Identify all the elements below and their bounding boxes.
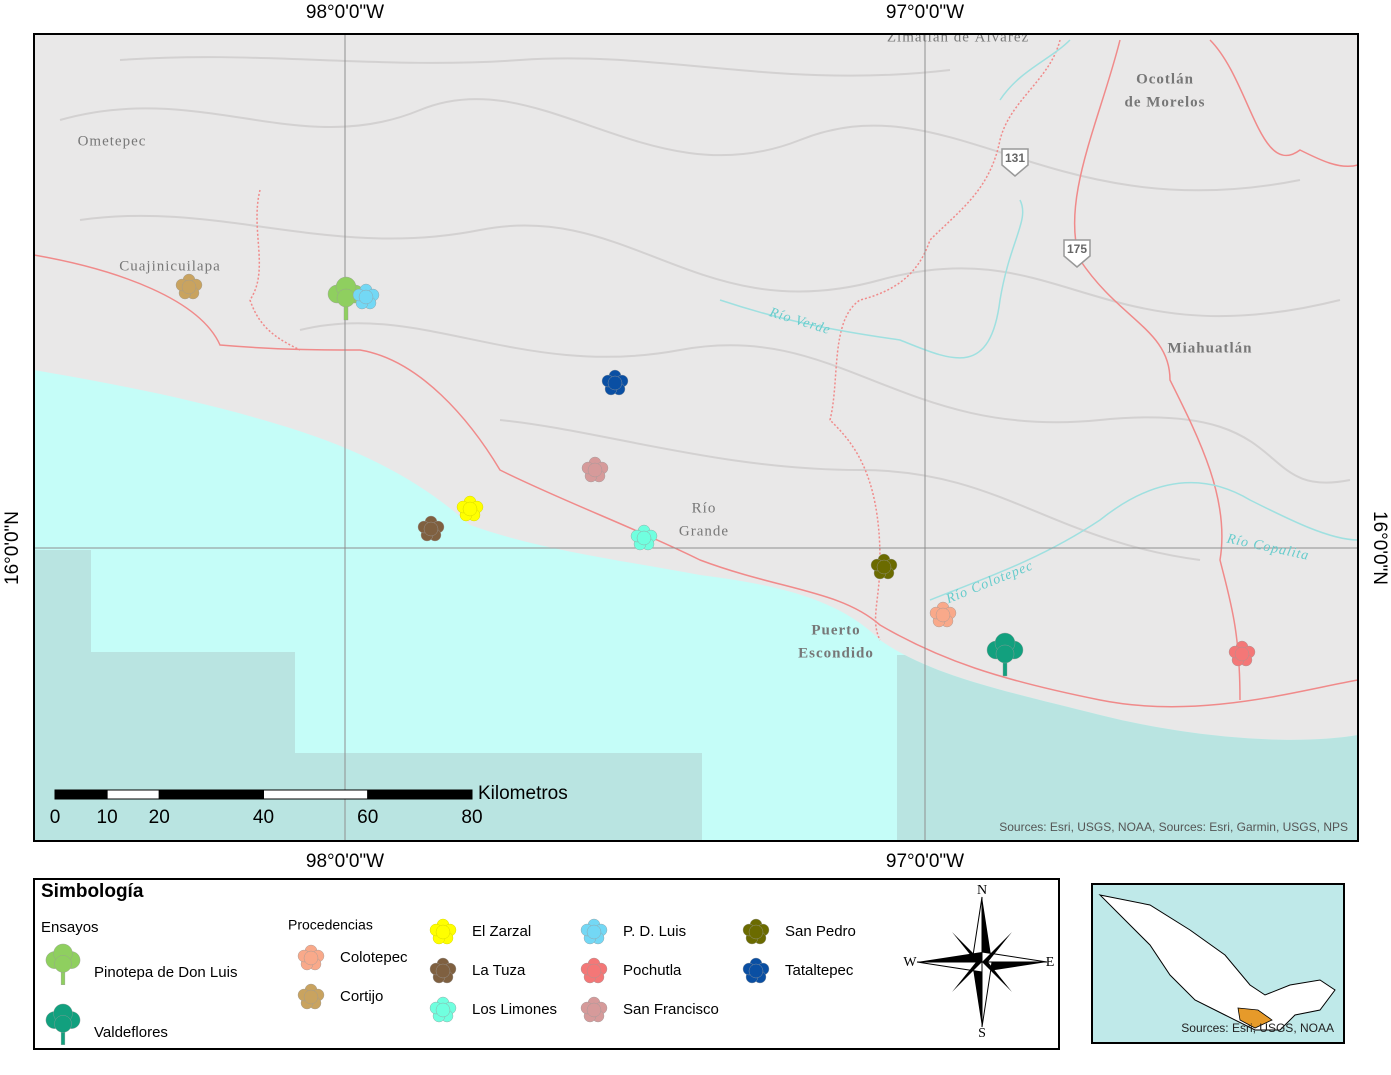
arrow-point	[972, 962, 982, 1027]
scale-tick-label: 80	[461, 807, 482, 828]
graticule-label: 98°0'0"W	[306, 2, 384, 23]
place-label: de Morelos	[1125, 94, 1206, 110]
place-label: Río	[692, 500, 717, 516]
scale-tick-label: 0	[50, 807, 61, 828]
scale-segment	[106, 789, 160, 800]
legend-provenance-label: El Zarzal	[472, 923, 531, 940]
compass-e: E	[1046, 955, 1055, 970]
place-label: Escondido	[798, 645, 874, 661]
map-sources: Sources: Esri, USGS, NOAA, Sources: Esri…	[999, 820, 1348, 834]
road-label: 175	[1067, 242, 1087, 256]
graticule-lines	[34, 34, 1358, 841]
graticule-label: 16°0'0"N	[2, 511, 23, 585]
legend-provenance-label: Pochutla	[623, 962, 682, 979]
graticule-label: 97°0'0"W	[886, 2, 964, 23]
place-label: Miahuatlán	[1167, 340, 1252, 356]
legend-provenance-label: P. D. Luis	[623, 923, 686, 940]
scale-segment	[54, 789, 108, 800]
arrow-point	[982, 962, 1012, 992]
compass-w: W	[903, 955, 917, 970]
road-shield	[1063, 239, 1091, 268]
legend-provenance-label: San Pedro	[785, 923, 856, 940]
legend-box	[33, 878, 1060, 1050]
graticule-label: 98°0'0"W	[306, 851, 384, 872]
arrow-point	[982, 962, 1047, 972]
scale-segment	[367, 789, 473, 800]
compass-s: S	[978, 1026, 986, 1041]
scale-tick-label: 10	[97, 807, 118, 828]
arrow-point	[916, 961, 983, 973]
scale-tick-label: 60	[357, 807, 378, 828]
map-border	[33, 33, 1359, 842]
arrow-point	[952, 962, 982, 992]
inset-sources: Sources: Esri, USGS, NOAA	[1181, 1021, 1334, 1035]
inset-map	[1093, 885, 1343, 1042]
scale-segment	[158, 789, 264, 800]
legend-provenance-label: Cortijo	[340, 988, 383, 1005]
scale-tick-label: 20	[149, 807, 170, 828]
rivers	[719, 39, 1358, 601]
legend-provenance-label: Los Limones	[472, 1001, 557, 1018]
road-label: 131	[1005, 151, 1025, 165]
legend-subtitle: Procedencias	[288, 917, 373, 933]
legend-title: Simbología	[41, 881, 144, 902]
compass-n: N	[977, 883, 987, 898]
place-label: Zimatlán de Álvarez	[887, 28, 1029, 45]
legend-trial-label: Valdeflores	[94, 1024, 168, 1041]
legend-provenance-label: Tataltepec	[785, 962, 854, 979]
legend-trial-label: Pinotepa de Don Luis	[94, 964, 237, 981]
arrow-point	[982, 932, 1012, 962]
graticule-label: 97°0'0"W	[886, 851, 964, 872]
arrow-point	[917, 952, 982, 962]
arrow-point	[952, 932, 982, 962]
relief	[59, 56, 1351, 561]
place-label: Grande	[679, 523, 729, 539]
place-label: Cuajinicuilapa	[119, 258, 220, 274]
scale-tick-label: 40	[253, 807, 274, 828]
place-label: Puerto	[811, 622, 860, 638]
graticule-label: 16°0'0"N	[1369, 511, 1390, 585]
map-frame: Zimatlán de Álvarez Ocotlán de Morelos Omet…	[34, 28, 1358, 841]
place-label: Ometepec	[78, 133, 147, 149]
scale-unit: Kilometros	[478, 783, 568, 804]
place-label: Ocotlán	[1136, 71, 1194, 87]
legend-provenance-label: La Tuza	[472, 962, 526, 979]
scale-segment	[263, 789, 369, 800]
legend-provenance-label: San Francisco	[623, 1001, 719, 1018]
arrow-point	[982, 897, 992, 962]
legend-subtitle: Ensayos	[41, 919, 99, 936]
legend-provenance-label: Colotepec	[340, 949, 408, 966]
road-shield	[1001, 148, 1029, 177]
north-arrow	[916, 896, 1048, 1028]
